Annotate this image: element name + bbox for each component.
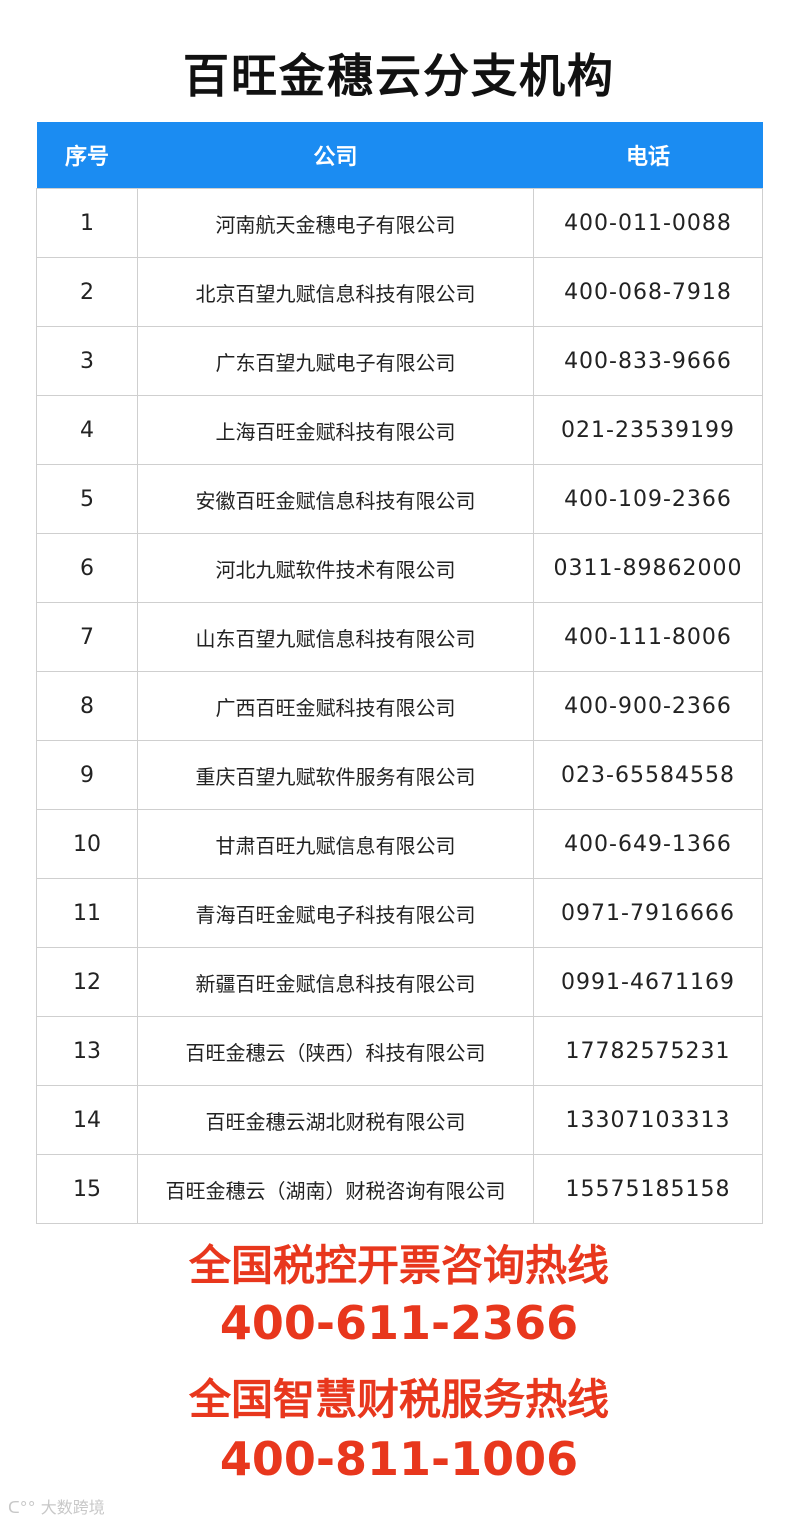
row-company: 新疆百旺金赋信息科技有限公司 <box>137 947 534 1017</box>
watermark: ᑕ°° 大数跨境 <box>8 1494 105 1518</box>
table-row: 8 广西百旺金赋科技有限公司 400-900-2366 <box>36 671 763 741</box>
row-company: 北京百望九赋信息科技有限公司 <box>137 257 534 327</box>
row-company: 重庆百望九赋软件服务有限公司 <box>137 740 534 810</box>
table-row: 2 北京百望九赋信息科技有限公司 400-068-7918 <box>36 257 763 327</box>
row-company: 河北九赋软件技术有限公司 <box>137 533 534 603</box>
row-phone: 17782575231 <box>533 1016 763 1086</box>
row-company: 百旺金穗云（陕西）科技有限公司 <box>137 1016 534 1086</box>
row-index: 13 <box>36 1016 138 1086</box>
row-company: 山东百望九赋信息科技有限公司 <box>137 602 534 672</box>
row-company: 甘肃百旺九赋信息有限公司 <box>137 809 534 879</box>
header-index: 序号 <box>36 122 138 189</box>
table-header: 序号 公司 电话 <box>36 122 763 189</box>
row-index: 8 <box>36 671 138 741</box>
row-index: 10 <box>36 809 138 879</box>
table-row: 14 百旺金穗云湖北财税有限公司 13307103313 <box>36 1085 763 1155</box>
table-row: 3 广东百望九赋电子有限公司 400-833-9666 <box>36 326 763 396</box>
row-phone: 400-111-8006 <box>533 602 763 672</box>
row-index: 7 <box>36 602 138 672</box>
row-phone: 0971-7916666 <box>533 878 763 948</box>
branch-table: 序号 公司 电话 1 河南航天金穗电子有限公司 400-011-0088 2 北京百望九… <box>36 122 763 1224</box>
row-phone: 0311-89862000 <box>533 533 763 603</box>
header-company: 公司 <box>137 122 534 189</box>
row-index: 15 <box>36 1154 138 1224</box>
table-row: 15 百旺金穗云（湖南）财税咨询有限公司 15575185158 <box>36 1154 763 1224</box>
row-phone: 023-65584558 <box>533 740 763 810</box>
table-row: 9 重庆百望九赋软件服务有限公司 023-65584558 <box>36 740 763 810</box>
row-company: 青海百旺金赋电子科技有限公司 <box>137 878 534 948</box>
table-row: 6 河北九赋软件技术有限公司 0311-89862000 <box>36 533 763 603</box>
row-phone: 400-011-0088 <box>533 188 763 258</box>
row-index: 1 <box>36 188 138 258</box>
row-index: 14 <box>36 1085 138 1155</box>
tax-hotline-number: 400-611-2366 <box>219 1296 579 1350</box>
row-phone: 0991-4671169 <box>533 947 763 1017</box>
row-index: 5 <box>36 464 138 534</box>
row-company: 上海百旺金赋科技有限公司 <box>137 395 534 465</box>
table-row: 12 新疆百旺金赋信息科技有限公司 0991-4671169 <box>36 947 763 1017</box>
watermark-text: 大数跨境 <box>40 1498 105 1517</box>
row-index: 6 <box>36 533 138 603</box>
row-index: 4 <box>36 395 138 465</box>
row-index: 11 <box>36 878 138 948</box>
table-row: 7 山东百望九赋信息科技有限公司 400-111-8006 <box>36 602 763 672</box>
smart-hotline-label: 全国智慧财税服务热线 <box>188 1375 609 1424</box>
row-phone: 021-23539199 <box>533 395 763 465</box>
page-title: 百旺金穗云分支机构 <box>183 49 615 103</box>
table-row: 11 青海百旺金赋电子科技有限公司 0971-7916666 <box>36 878 763 948</box>
row-phone: 15575185158 <box>533 1154 763 1224</box>
row-index: 3 <box>36 326 138 396</box>
table-row: 10 甘肃百旺九赋信息有限公司 400-649-1366 <box>36 809 763 879</box>
header-phone: 电话 <box>533 122 763 189</box>
row-phone: 400-649-1366 <box>533 809 763 879</box>
row-company: 河南航天金穗电子有限公司 <box>137 188 534 258</box>
row-phone: 400-109-2366 <box>533 464 763 534</box>
row-index: 2 <box>36 257 138 327</box>
row-company: 安徽百旺金赋信息科技有限公司 <box>137 464 534 534</box>
row-phone: 13307103313 <box>533 1085 763 1155</box>
row-company: 百旺金穗云湖北财税有限公司 <box>137 1085 534 1155</box>
tax-hotline-label: 全国税控开票咨询热线 <box>188 1241 609 1290</box>
row-phone: 400-068-7918 <box>533 257 763 327</box>
row-phone: 400-833-9666 <box>533 326 763 396</box>
table-row: 4 上海百旺金赋科技有限公司 021-23539199 <box>36 395 763 465</box>
watermark-logo-icon: ᑕ°° <box>8 1498 41 1517</box>
table-row: 5 安徽百旺金赋信息科技有限公司 400-109-2366 <box>36 464 763 534</box>
smart-hotline-number: 400-811-1006 <box>219 1432 579 1486</box>
row-index: 12 <box>36 947 138 1017</box>
table-row: 1 河南航天金穗电子有限公司 400-011-0088 <box>36 188 763 258</box>
row-phone: 400-900-2366 <box>533 671 763 741</box>
row-company: 广东百望九赋电子有限公司 <box>137 326 534 396</box>
row-index: 9 <box>36 740 138 810</box>
row-company: 广西百旺金赋科技有限公司 <box>137 671 534 741</box>
table-row: 13 百旺金穗云（陕西）科技有限公司 17782575231 <box>36 1016 763 1086</box>
row-company: 百旺金穗云（湖南）财税咨询有限公司 <box>137 1154 534 1224</box>
